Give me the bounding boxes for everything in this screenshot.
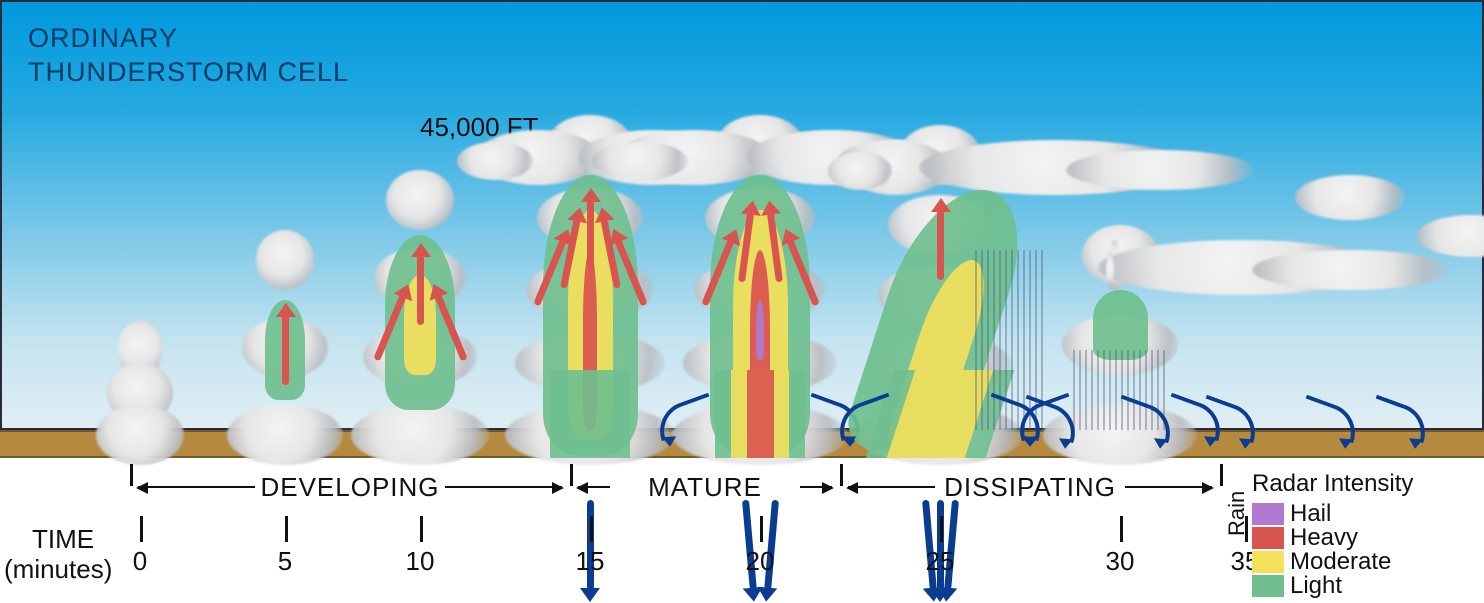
time-tick-label: 15 xyxy=(576,546,605,577)
cloud-blob xyxy=(1066,150,1255,190)
cloud-blob xyxy=(1106,252,1114,290)
time-units-label: (minutes) xyxy=(4,554,112,585)
stage-arrow-left xyxy=(848,486,935,488)
time-tick xyxy=(420,516,423,542)
legend-row: Moderate xyxy=(1252,550,1472,574)
stage-arrow-left xyxy=(138,486,255,488)
legend-row: Light xyxy=(1252,574,1472,598)
cloud-blob xyxy=(386,170,455,230)
stage-arrow-left xyxy=(578,486,610,488)
legend-swatch xyxy=(1252,551,1284,573)
legend-label: Light xyxy=(1290,572,1342,600)
stage-boundary-tick xyxy=(840,464,843,486)
time-tick xyxy=(590,516,593,542)
cloud-blob xyxy=(1295,175,1405,220)
stage-arrow-right xyxy=(1125,486,1212,488)
legend-rain-label: Rain xyxy=(1224,491,1250,536)
legend-row: Hail xyxy=(1252,502,1472,526)
legend-row: Heavy xyxy=(1252,526,1472,550)
precip-shaft-heavy xyxy=(747,370,774,458)
time-tick-label: 5 xyxy=(278,546,292,577)
radar-core-hail xyxy=(756,300,764,360)
cloud-blob xyxy=(351,405,489,465)
time-tick-label: 25 xyxy=(926,546,955,577)
time-tick xyxy=(285,516,288,542)
cloud-blob xyxy=(227,405,343,465)
flow-arrow xyxy=(417,255,424,325)
time-label: TIME xyxy=(32,524,94,555)
legend-swatch xyxy=(1252,527,1284,549)
radar-intensity-legend: Radar Intensity Rain HailHeavyModerateLi… xyxy=(1252,470,1472,598)
cloud-blob xyxy=(828,152,892,190)
time-tick xyxy=(1120,516,1123,542)
stage-label: DISSIPATING xyxy=(940,472,1120,503)
precip-shaft-light xyxy=(550,370,630,458)
title-line2: THUNDERSTORM CELL xyxy=(28,56,349,90)
stage-arrow-right xyxy=(800,486,832,488)
stage-label: MATURE xyxy=(615,472,795,503)
cloud-blob xyxy=(592,142,688,180)
cloud-blob xyxy=(457,142,533,180)
cloud-blob xyxy=(1252,250,1450,290)
cloud-blob xyxy=(256,230,314,290)
stage-boundary-tick xyxy=(1220,464,1223,486)
time-tick xyxy=(940,516,943,542)
time-tick xyxy=(760,516,763,542)
title-line1: ORDINARY xyxy=(28,22,349,56)
time-tick xyxy=(140,516,143,542)
time-tick-label: 10 xyxy=(406,546,435,577)
time-tick-label: 30 xyxy=(1106,546,1135,577)
stage-boundary-tick xyxy=(570,464,573,486)
legend-swatch xyxy=(1252,575,1284,597)
flow-arrow xyxy=(282,315,289,385)
stage-boundary-tick xyxy=(130,464,133,486)
legend-swatch xyxy=(1252,503,1284,525)
diagram-title: ORDINARY THUNDERSTORM CELL xyxy=(28,22,349,90)
stage-label: DEVELOPING xyxy=(260,472,440,503)
legend-header: Radar Intensity xyxy=(1252,470,1472,498)
time-tick-label: 0 xyxy=(133,546,147,577)
cloud-blob xyxy=(96,405,184,465)
time-tick-label: 20 xyxy=(746,546,775,577)
stage-arrow-right xyxy=(445,486,562,488)
flow-arrow xyxy=(937,210,944,280)
